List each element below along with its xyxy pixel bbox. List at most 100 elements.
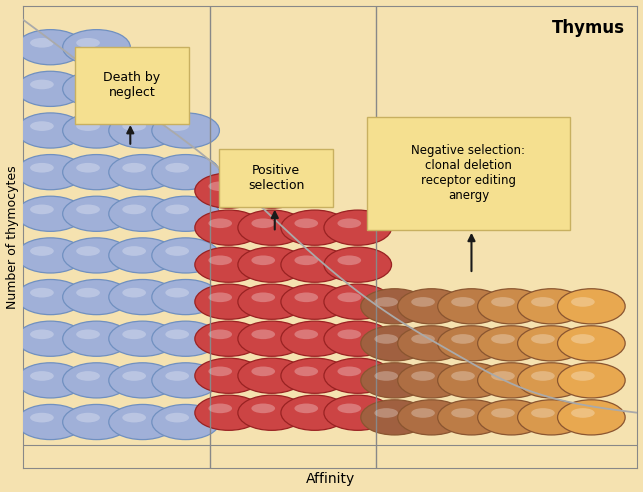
Ellipse shape xyxy=(30,330,54,339)
Ellipse shape xyxy=(109,113,176,148)
Ellipse shape xyxy=(238,395,305,430)
Ellipse shape xyxy=(62,321,131,356)
Ellipse shape xyxy=(17,321,84,356)
Ellipse shape xyxy=(281,321,349,356)
Ellipse shape xyxy=(324,284,392,319)
Ellipse shape xyxy=(251,403,275,413)
Ellipse shape xyxy=(451,334,475,344)
Ellipse shape xyxy=(122,371,146,381)
Ellipse shape xyxy=(77,288,100,298)
Ellipse shape xyxy=(109,321,176,356)
Ellipse shape xyxy=(571,371,595,381)
Ellipse shape xyxy=(77,246,100,256)
Ellipse shape xyxy=(557,363,625,398)
Ellipse shape xyxy=(30,163,54,173)
Ellipse shape xyxy=(62,363,131,398)
Ellipse shape xyxy=(531,408,555,418)
Ellipse shape xyxy=(208,367,232,376)
Ellipse shape xyxy=(77,163,100,173)
Ellipse shape xyxy=(338,218,361,228)
Ellipse shape xyxy=(338,330,361,339)
Y-axis label: Number of thymocytes: Number of thymocytes xyxy=(6,165,19,308)
Ellipse shape xyxy=(491,297,515,307)
Ellipse shape xyxy=(294,255,318,265)
Ellipse shape xyxy=(165,205,189,214)
Ellipse shape xyxy=(478,289,545,324)
Ellipse shape xyxy=(238,247,305,282)
Ellipse shape xyxy=(152,404,219,439)
Ellipse shape xyxy=(398,363,466,398)
Ellipse shape xyxy=(294,218,318,228)
Ellipse shape xyxy=(324,321,392,356)
Ellipse shape xyxy=(398,289,466,324)
Ellipse shape xyxy=(438,326,505,361)
Ellipse shape xyxy=(122,205,146,214)
Ellipse shape xyxy=(195,321,262,356)
Ellipse shape xyxy=(374,371,398,381)
Ellipse shape xyxy=(531,297,555,307)
Ellipse shape xyxy=(62,154,131,190)
Ellipse shape xyxy=(338,255,361,265)
Ellipse shape xyxy=(208,218,232,228)
Ellipse shape xyxy=(17,154,84,190)
Ellipse shape xyxy=(531,371,555,381)
Ellipse shape xyxy=(195,358,262,393)
Ellipse shape xyxy=(77,205,100,214)
Ellipse shape xyxy=(62,30,131,65)
Ellipse shape xyxy=(17,113,84,148)
Ellipse shape xyxy=(281,247,349,282)
Ellipse shape xyxy=(122,288,146,298)
Ellipse shape xyxy=(17,404,84,439)
Ellipse shape xyxy=(294,367,318,376)
Ellipse shape xyxy=(17,238,84,273)
Ellipse shape xyxy=(122,413,146,423)
Ellipse shape xyxy=(165,163,189,173)
Ellipse shape xyxy=(62,404,131,439)
Ellipse shape xyxy=(152,321,219,356)
Ellipse shape xyxy=(438,363,505,398)
Ellipse shape xyxy=(152,238,219,273)
Ellipse shape xyxy=(122,80,146,89)
Ellipse shape xyxy=(62,113,131,148)
Ellipse shape xyxy=(518,326,585,361)
Ellipse shape xyxy=(17,363,84,398)
Ellipse shape xyxy=(412,371,435,381)
Ellipse shape xyxy=(122,121,146,131)
Ellipse shape xyxy=(531,334,555,344)
Ellipse shape xyxy=(294,292,318,302)
Ellipse shape xyxy=(109,363,176,398)
Ellipse shape xyxy=(518,289,585,324)
Ellipse shape xyxy=(324,395,392,430)
Ellipse shape xyxy=(438,289,505,324)
Ellipse shape xyxy=(374,408,398,418)
Ellipse shape xyxy=(77,371,100,381)
Ellipse shape xyxy=(251,255,275,265)
Ellipse shape xyxy=(251,330,275,339)
Ellipse shape xyxy=(165,330,189,339)
Ellipse shape xyxy=(238,358,305,393)
Ellipse shape xyxy=(571,408,595,418)
Ellipse shape xyxy=(195,395,262,430)
Ellipse shape xyxy=(152,154,219,190)
Ellipse shape xyxy=(338,403,361,413)
Ellipse shape xyxy=(77,121,100,131)
Ellipse shape xyxy=(77,80,100,89)
FancyBboxPatch shape xyxy=(219,149,333,207)
Ellipse shape xyxy=(338,292,361,302)
Ellipse shape xyxy=(165,371,189,381)
Ellipse shape xyxy=(30,371,54,381)
Ellipse shape xyxy=(122,330,146,339)
Ellipse shape xyxy=(77,38,100,48)
Ellipse shape xyxy=(195,247,262,282)
Ellipse shape xyxy=(251,292,275,302)
Ellipse shape xyxy=(251,367,275,376)
Ellipse shape xyxy=(208,330,232,339)
Ellipse shape xyxy=(109,71,176,106)
Ellipse shape xyxy=(30,413,54,423)
Ellipse shape xyxy=(361,400,428,435)
Ellipse shape xyxy=(412,408,435,418)
Ellipse shape xyxy=(281,358,349,393)
FancyBboxPatch shape xyxy=(367,117,570,230)
Ellipse shape xyxy=(324,358,392,393)
Ellipse shape xyxy=(109,279,176,315)
